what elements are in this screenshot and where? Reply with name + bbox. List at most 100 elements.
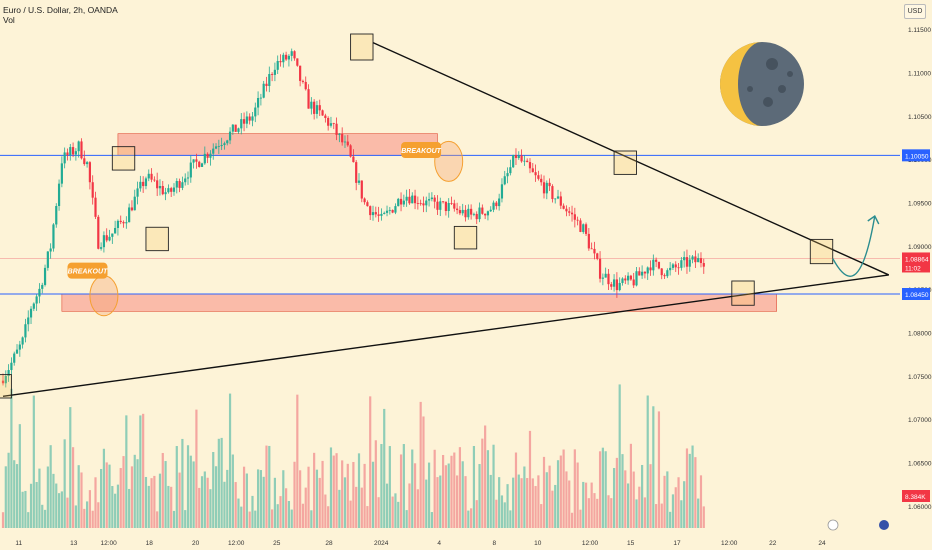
time-axis: 11 13 12:00 18 20 12:00 25 28 2024 4 8 10 12:00 15 17 1…: [0, 532, 900, 550]
volume-bar: [366, 506, 369, 528]
price-tick-label: 1.07500: [908, 374, 932, 381]
moon-crater: [763, 97, 773, 107]
volume-bar: [526, 478, 529, 528]
volume-bar: [453, 452, 456, 528]
candle-body: [304, 81, 307, 90]
candle-body: [498, 198, 501, 207]
volume-bar: [301, 503, 305, 528]
candle-body: [374, 212, 377, 215]
candle-body: [52, 224, 55, 249]
volume-bar: [456, 475, 459, 528]
volume-bar: [615, 457, 618, 528]
volume-bar: [10, 388, 13, 528]
volume-bar: [570, 512, 574, 528]
candle-body: [271, 74, 274, 75]
candle-body: [526, 160, 529, 163]
candle-body: [366, 202, 369, 207]
candle-body: [268, 74, 271, 87]
chart-title[interactable]: Euro / U.S. Dollar, 2h, OANDA: [3, 5, 118, 15]
candle-body: [540, 178, 543, 183]
volume-bar: [245, 473, 248, 528]
volume-bar: [85, 501, 89, 528]
candle-body: [136, 188, 139, 197]
candle-body: [276, 61, 279, 70]
volume-bar: [29, 483, 33, 528]
candle-body: [88, 162, 91, 183]
volume-bar: [324, 494, 327, 528]
volume-bar: [49, 445, 52, 528]
volume-bar: [15, 464, 19, 528]
volume-bar: [554, 484, 557, 528]
candle-body: [128, 207, 131, 223]
volume-bar: [596, 498, 599, 528]
time-tick-label: 11: [15, 540, 22, 547]
highlight-box: [731, 280, 755, 306]
volume-bar: [18, 424, 21, 528]
price-tick-label: 1.06500: [908, 461, 932, 468]
currency-button[interactable]: USD: [904, 4, 926, 19]
candle-body: [444, 201, 447, 212]
volume-bar: [598, 451, 602, 528]
candle-body: [360, 180, 363, 199]
candle-body: [332, 123, 335, 125]
price-tick-label: 1.11000: [908, 71, 931, 78]
candle-body: [35, 296, 38, 304]
candle-body: [632, 279, 635, 286]
candle-body: [69, 147, 72, 156]
candle-body: [397, 198, 400, 207]
volume-bar: [419, 401, 422, 528]
candle-body: [153, 179, 156, 181]
candle-body: [666, 270, 669, 277]
candle-body: [318, 105, 321, 111]
volume-bar: [447, 463, 450, 528]
candle-body: [71, 147, 75, 155]
level-badge: [902, 149, 930, 162]
volume-bar: [607, 495, 610, 528]
volume-bar: [506, 484, 509, 528]
volume-bar: [699, 475, 703, 528]
volume-bar: [125, 415, 128, 528]
callout-text: BREAKOUT: [401, 148, 441, 155]
volume-bar: [495, 499, 498, 528]
candle-body: [192, 159, 195, 163]
volume-label: Vol: [3, 15, 15, 25]
candle-body: [548, 182, 551, 187]
volume-bar: [223, 481, 226, 528]
volume-bar: [411, 449, 414, 528]
candle-body: [228, 131, 232, 141]
candle-body: [200, 163, 204, 167]
candle-body: [380, 213, 383, 216]
volume-bar: [46, 466, 49, 528]
volume-bar: [94, 477, 97, 528]
candle-body: [100, 247, 103, 249]
candle-body: [391, 209, 394, 213]
volume-bar: [593, 493, 596, 528]
volume-bar: [332, 455, 335, 528]
candle-body: [576, 219, 579, 221]
volume-bar: [97, 502, 100, 528]
candle-body: [615, 279, 618, 291]
candle-body: [484, 213, 487, 216]
volume-bar: [674, 487, 677, 528]
candle-body: [478, 207, 481, 220]
candle-body: [492, 202, 495, 210]
candle-body: [458, 210, 462, 214]
candle-body: [214, 146, 218, 149]
volume-bar: [427, 462, 431, 528]
candle-body: [259, 97, 262, 99]
candle-body: [203, 153, 206, 164]
candle-body: [335, 123, 338, 135]
volume-bar: [660, 503, 663, 528]
volume-bar: [147, 485, 150, 528]
volume-bar: [57, 493, 61, 528]
volume-bar: [352, 461, 355, 528]
candle-body: [91, 182, 94, 198]
candle-body: [299, 65, 302, 81]
candle-body: [343, 141, 347, 143]
candle-body: [324, 115, 327, 119]
volume-bar: [228, 393, 232, 528]
volume-bar: [234, 482, 237, 528]
volume-bar: [100, 468, 103, 528]
candle-body: [638, 271, 641, 276]
